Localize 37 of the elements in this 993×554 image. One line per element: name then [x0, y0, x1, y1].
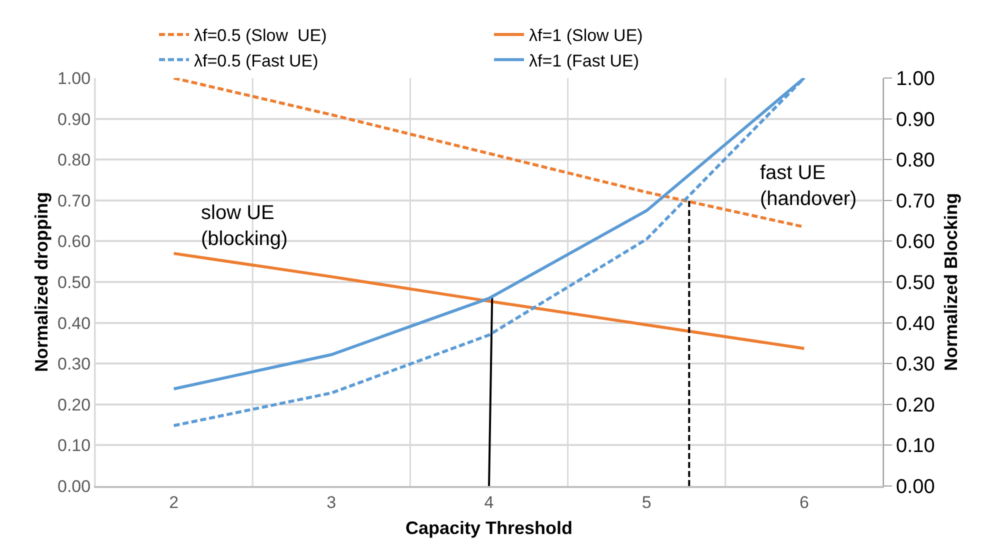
x-tick-label: 4 [484, 493, 494, 512]
y-tick-label: 0.70 [58, 191, 91, 210]
y-tick-label: 0.50 [58, 272, 91, 292]
y2-tick-label: 0.10 [896, 435, 935, 458]
y2-tick-label: 0.00 [896, 476, 935, 498]
y-tick-label: 0.80 [58, 150, 91, 170]
x-axis-title: Capacity Threshold [405, 518, 573, 538]
legend-label: λf=0.5 (Slow UE) [194, 26, 327, 46]
y2-tick-label: 0.90 [896, 108, 935, 131]
annotation: slow UE (blocking) [201, 202, 288, 250]
x-tick-label: 5 [642, 493, 652, 512]
y2-tick-label: 0.40 [896, 312, 935, 335]
x-tick-label: 2 [169, 493, 179, 512]
x-tick-label: 6 [799, 493, 809, 512]
y2-axis-title: Normalized Blocking [941, 192, 962, 372]
y-tick-label: 0.00 [58, 476, 91, 496]
y-tick-label: 0.40 [58, 314, 91, 333]
y-axis-title: Normalized dropping [32, 192, 52, 372]
y-tick-label: 0.90 [58, 110, 91, 129]
y2-tick-label: 0.60 [896, 231, 935, 254]
y-tick-label: 0.10 [58, 436, 91, 456]
y2-tick-label: 0.80 [896, 150, 935, 172]
legend-label: λf=0.5 (Fast UE) [194, 51, 318, 70]
y2-tick-label: 1.00 [896, 68, 935, 90]
legend-label: λf=1 (Fast UE) [529, 51, 640, 70]
y2-tick-label: 0.50 [896, 272, 935, 294]
x-tick-label: 3 [326, 493, 336, 512]
y2-tick-label: 0.20 [896, 394, 935, 416]
y2-tick-label: 0.30 [896, 354, 935, 376]
y-tick-label: 1.00 [58, 68, 91, 88]
y-tick-label: 0.30 [58, 354, 91, 374]
y-tick-label: 0.60 [58, 232, 91, 252]
y2-tick-label: 0.70 [896, 190, 935, 212]
annotation: fast UE (handover) [760, 162, 857, 210]
y-tick-label: 0.20 [58, 395, 91, 414]
legend-label: λf=1 (Slow UE) [529, 26, 643, 46]
line-series [172, 252, 806, 350]
